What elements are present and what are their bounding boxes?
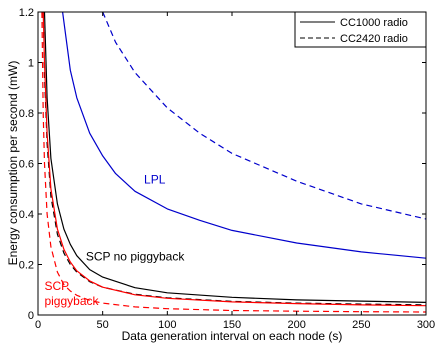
y-tick-label: 0.6 bbox=[19, 159, 34, 171]
series-layer bbox=[41, 12, 426, 313]
legend-box bbox=[294, 11, 427, 48]
x-axis-label: Data generation interval on each node (s… bbox=[122, 329, 343, 343]
y-tick-label: 0.2 bbox=[19, 260, 34, 272]
plot-background bbox=[38, 12, 426, 315]
legend-label-cc2420: CC2420 radio bbox=[340, 33, 408, 45]
x-tick-label: 300 bbox=[417, 319, 435, 331]
y-tick-label: 0.4 bbox=[19, 209, 34, 221]
y-tick-label: 1 bbox=[28, 58, 34, 70]
series-line-lpl-cc2420 bbox=[102, 12, 426, 220]
legend: CC1000 radio CC2420 radio bbox=[294, 11, 427, 48]
annotation-scp: SCP bbox=[44, 279, 69, 293]
series-line-scp-piggyback-cc2420 bbox=[41, 12, 426, 313]
series-line-scp-no-piggyback-cc2420 bbox=[42, 12, 426, 306]
x-tick-label: 150 bbox=[223, 319, 241, 331]
tick-layer: 0 50 100 150 200 250 300 0 0.2 0.4 0.6 0.8 1 1.2 bbox=[19, 7, 435, 331]
x-tick-label: 50 bbox=[97, 319, 109, 331]
x-tick-label: 250 bbox=[352, 319, 370, 331]
y-tick-label: 0.8 bbox=[19, 108, 34, 120]
y-tick-label: 1.2 bbox=[19, 7, 34, 19]
x-tick-label: 100 bbox=[158, 319, 176, 331]
annotation-lpl: LPL bbox=[144, 173, 166, 187]
y-axis-label: Energy consumption per second (mW) bbox=[6, 61, 20, 266]
plot-frame bbox=[37, 11, 427, 316]
y-tick-label: 0 bbox=[28, 310, 34, 322]
legend-label-cc1000: CC1000 radio bbox=[340, 17, 408, 29]
series-line-scp-no-piggyback-cc1000 bbox=[43, 12, 426, 303]
series-line-lpl-cc1000 bbox=[62, 12, 426, 259]
x-tick-label: 0 bbox=[35, 319, 41, 331]
x-tick-label: 200 bbox=[287, 319, 305, 331]
series-line-scp-piggyback-cc1000 bbox=[42, 12, 426, 307]
annotation-piggyback: piggyback bbox=[44, 294, 99, 308]
annotation-scp-no-piggyback: SCP no piggyback bbox=[86, 250, 186, 264]
